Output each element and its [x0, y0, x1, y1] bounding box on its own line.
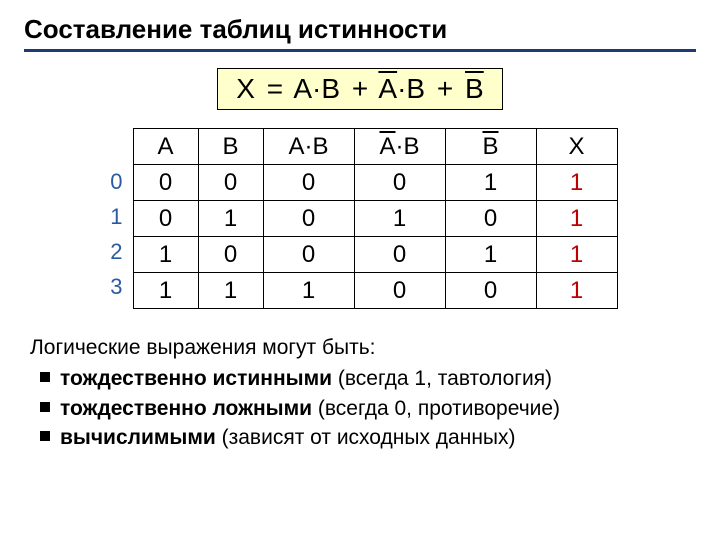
formula-t2a: A: [378, 73, 397, 104]
col-AB: A·B: [263, 129, 354, 165]
formula-t1b: B: [321, 73, 340, 104]
cell-AB: 0: [263, 165, 354, 201]
truth-table: A B A·B A·B B X 0 0 0 0: [133, 128, 618, 309]
formula-t1dot: ·: [312, 73, 321, 104]
row-index: 2: [103, 234, 123, 269]
col-notA-B-B: B: [404, 133, 420, 160]
notes-item: тождественно истинными (всегда 1, тавтол…: [30, 364, 696, 393]
table-row: 1 0 0 0 1 1: [133, 237, 617, 273]
col-notA-B-A: A: [379, 133, 395, 160]
cell-A: 1: [133, 237, 198, 273]
cell-B: 0: [198, 237, 263, 273]
table-row: 0 0 0 0 1 1: [133, 165, 617, 201]
notes-item-rest: (всегда 1, тавтология): [332, 367, 552, 390]
cell-AB: 0: [263, 237, 354, 273]
col-notA-B-dot: ·: [396, 133, 404, 160]
formula-lhs: X: [236, 73, 255, 104]
cell-nAB: 0: [354, 237, 445, 273]
cell-X: 1: [536, 273, 617, 309]
page-title: Составление таблиц истинности: [24, 14, 696, 45]
row-index: 0: [103, 164, 123, 199]
formula-t1a: A: [293, 73, 312, 104]
col-notB-label: B: [482, 133, 498, 160]
notes-item-bold: вычислимыми: [60, 426, 216, 449]
notes-item-rest: (всегда 0, противоречие): [312, 397, 560, 420]
cell-nB: 1: [445, 237, 536, 273]
table-header-row: A B A·B A·B B X: [133, 129, 617, 165]
cell-A: 1: [133, 273, 198, 309]
notes-item: вычислимыми (зависят от исходных данных): [30, 423, 696, 452]
formula-t3: B: [465, 73, 484, 104]
formula-box: X = A·B + A·B + B: [217, 68, 502, 110]
formula-t2b: B: [406, 73, 425, 104]
notes-item-bold: тождественно ложными: [60, 397, 312, 420]
notes-block: Логические выражения могут быть: тождест…: [30, 333, 696, 453]
cell-nB: 0: [445, 273, 536, 309]
row-index: 3: [103, 269, 123, 304]
cell-X: 1: [536, 201, 617, 237]
col-A: A: [133, 129, 198, 165]
cell-B: 0: [198, 165, 263, 201]
cell-A: 0: [133, 201, 198, 237]
slide: Составление таблиц истинности X = A·B + …: [0, 0, 720, 453]
notes-item: тождественно ложными (всегда 0, противор…: [30, 394, 696, 423]
cell-X: 1: [536, 237, 617, 273]
cell-AB: 0: [263, 201, 354, 237]
table-row: 0 1 0 1 0 1: [133, 201, 617, 237]
table-row: 1 1 1 0 0 1: [133, 273, 617, 309]
col-notA-B: A·B: [354, 129, 445, 165]
notes-lead: Логические выражения могут быть:: [30, 333, 696, 362]
cell-nAB: 0: [354, 273, 445, 309]
cell-nAB: 1: [354, 201, 445, 237]
cell-B: 1: [198, 201, 263, 237]
table-zone: 0 1 2 3 A B A·B A·B B X: [24, 128, 696, 309]
notes-item-rest: (зависят от исходных данных): [216, 426, 516, 449]
formula-plus1: +: [348, 73, 372, 104]
formula-plus2: +: [433, 73, 457, 104]
col-B: B: [198, 129, 263, 165]
row-index-column: 0 1 2 3: [103, 128, 123, 304]
col-notB: B: [445, 129, 536, 165]
cell-AB: 1: [263, 273, 354, 309]
cell-X: 1: [536, 165, 617, 201]
formula-container: X = A·B + A·B + B: [24, 68, 696, 110]
title-rule: [24, 49, 696, 52]
cell-nB: 1: [445, 165, 536, 201]
cell-A: 0: [133, 165, 198, 201]
cell-nAB: 0: [354, 165, 445, 201]
formula-eq: =: [263, 73, 287, 104]
cell-B: 1: [198, 273, 263, 309]
cell-nB: 0: [445, 201, 536, 237]
notes-item-bold: тождественно истинными: [60, 367, 332, 390]
row-index: 1: [103, 199, 123, 234]
col-X: X: [536, 129, 617, 165]
